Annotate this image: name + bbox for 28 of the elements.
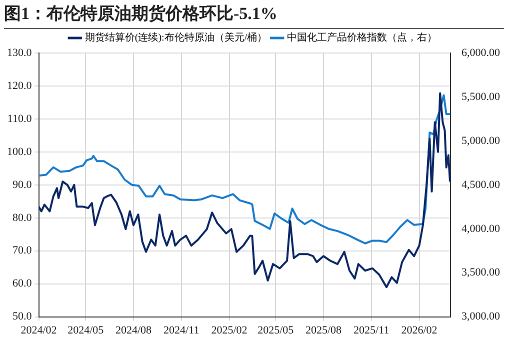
- y2-tick-label: 6,000.00: [462, 46, 500, 59]
- x-tick-label: 2026/02: [401, 324, 438, 336]
- x-tick-label: 2024/05: [68, 324, 104, 336]
- chart-title: 图1：布伦特原油期货价格环比-5.1%: [4, 2, 504, 29]
- y2-tick-label: 5,000.00: [462, 134, 500, 147]
- y2-tick-label: 3,000.00: [462, 310, 500, 323]
- x-tick-label: 2024/08: [115, 324, 152, 336]
- y2-tick-label: 5,500.00: [462, 90, 500, 103]
- legend-label: 期货结算价(连续):布伦特原油（美元/桶）: [84, 32, 268, 44]
- legend-label: 中国化工产品价格指数（点，右）: [287, 32, 438, 44]
- x-tick-label: 2025/08: [305, 324, 342, 336]
- x-tick-label: 2024/02: [20, 324, 57, 336]
- y-tick-label: 80.0: [12, 212, 32, 224]
- y-tick-label: 100.0: [7, 146, 32, 158]
- y2-tick-label: 4,500.00: [462, 178, 500, 191]
- y2-tick-label: 4,000.00: [462, 222, 500, 235]
- y-tick-label: 50.0: [12, 310, 32, 323]
- y-tick-label: 70.0: [12, 244, 32, 257]
- x-tick-label: 2024/11: [164, 324, 200, 336]
- x-tick-label: 2025/11: [354, 324, 390, 336]
- x-tick-label: 2025/05: [258, 324, 294, 336]
- y-tick-label: 130.0: [7, 46, 32, 59]
- y2-tick-label: 3,500.00: [462, 266, 500, 279]
- x-tick-label: 2025/02: [211, 324, 248, 336]
- y-tick-label: 110.0: [7, 112, 32, 125]
- y-tick-label: 120.0: [7, 80, 32, 92]
- y-tick-label: 90.0: [12, 178, 32, 191]
- y-tick-label: 60.0: [12, 278, 32, 290]
